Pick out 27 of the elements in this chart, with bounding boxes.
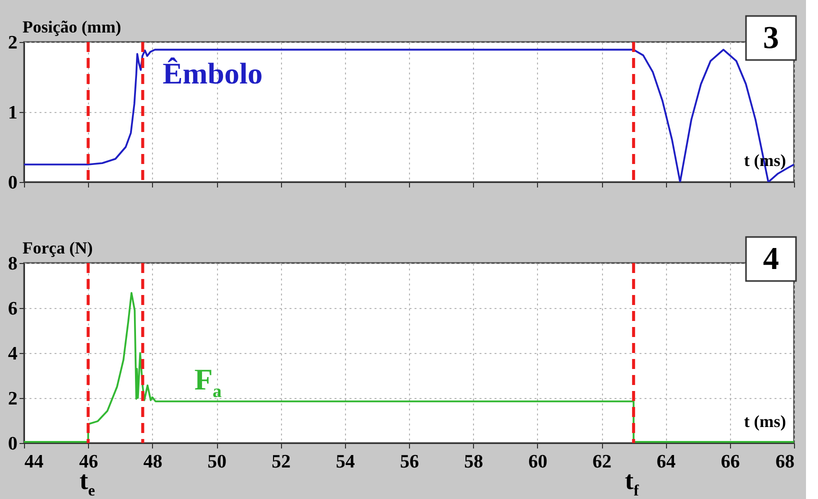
x-tick-label: 50 — [208, 452, 226, 472]
x-tick-label: 60 — [528, 452, 548, 472]
series-label: Êmbolo — [162, 56, 263, 91]
x-tick-label: 64 — [656, 452, 676, 472]
annotation: 3 — [763, 19, 779, 55]
x-tick-label: 46 — [79, 452, 98, 472]
y-tick-label: 2 — [8, 388, 18, 410]
x-axis-title: t (ms) — [744, 412, 786, 431]
y-tick-label: 6 — [8, 298, 18, 320]
x-tick-label: 54 — [336, 452, 356, 472]
y-tick-label: 0 — [8, 172, 18, 194]
x-tick-label: 58 — [464, 452, 484, 472]
x-tick-label: 62 — [592, 452, 612, 472]
y-tick-label: 2 — [8, 32, 18, 54]
x-tick-label: 52 — [272, 452, 291, 472]
y-tick-label: 4 — [8, 344, 18, 364]
y-tick-label: 0 — [8, 434, 18, 454]
x-tick-label: 68 — [776, 452, 794, 472]
x-tick-label: 56 — [400, 452, 419, 472]
y-axis-title: Posição (mm) — [22, 18, 122, 36]
y-tick-label: 8 — [8, 254, 18, 274]
x-tick-label: 48 — [143, 452, 162, 472]
x-tick-label: 44 — [24, 452, 44, 472]
y-axis-title: Força (N) — [22, 238, 93, 258]
x-tick-label: 66 — [720, 452, 740, 472]
y-tick-label: 1 — [8, 102, 18, 124]
annotation: 4 — [763, 240, 779, 276]
